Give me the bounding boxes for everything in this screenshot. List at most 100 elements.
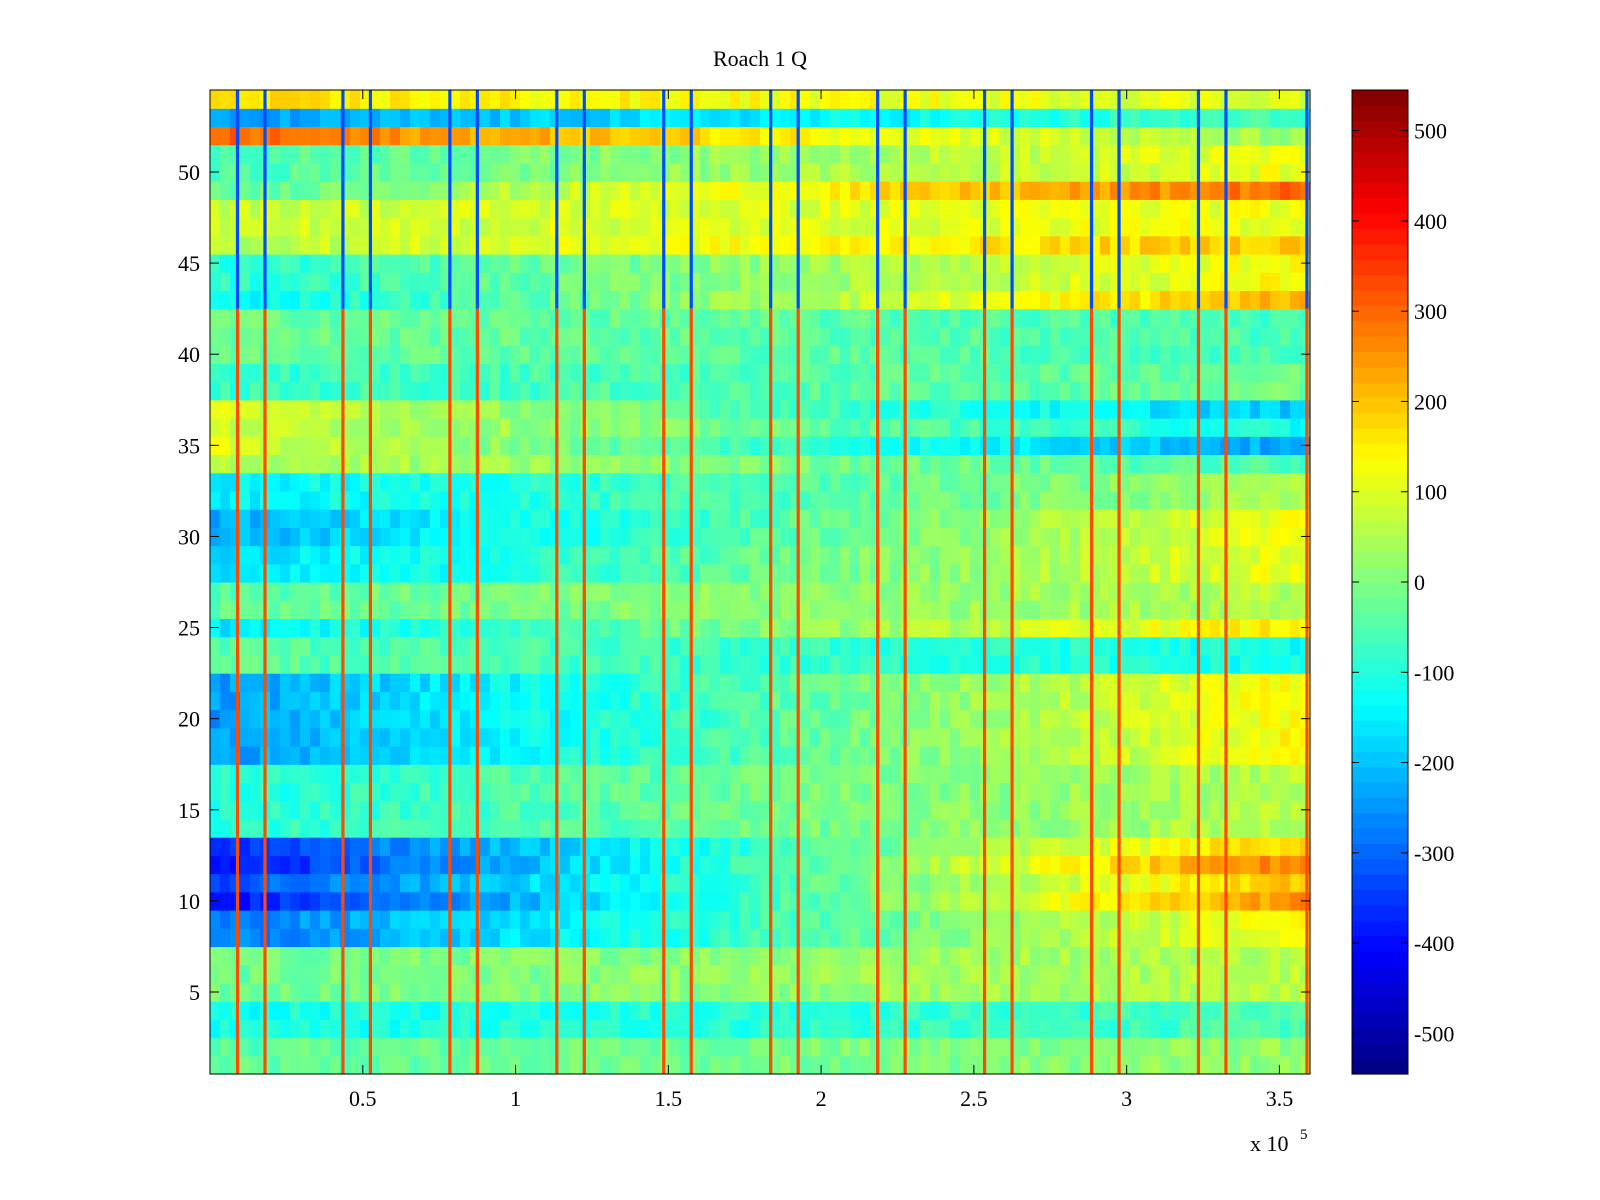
heatmap-cell xyxy=(640,436,651,456)
heatmap-cell xyxy=(630,691,641,711)
heatmap-cell xyxy=(810,982,821,1002)
heatmap-cell xyxy=(1090,982,1101,1002)
heatmap-cell xyxy=(1120,545,1131,565)
heatmap-cell xyxy=(680,545,691,565)
heatmap-cell xyxy=(1130,1019,1141,1039)
heatmap-cell xyxy=(1180,764,1191,784)
heatmap-cell xyxy=(250,308,261,328)
heatmap-cell xyxy=(840,946,851,966)
heatmap-cell xyxy=(950,873,961,893)
heatmap-cell xyxy=(340,1037,351,1057)
heatmap-cell xyxy=(1050,436,1061,456)
heatmap-cell xyxy=(750,600,761,620)
heatmap-cell xyxy=(880,381,891,401)
heatmap-cell xyxy=(480,1019,491,1039)
heatmap-cell xyxy=(370,764,381,784)
heatmap-cell xyxy=(770,490,781,510)
heatmap-cell xyxy=(1240,1019,1251,1039)
heatmap-cell xyxy=(1060,800,1071,820)
heatmap-cell xyxy=(430,418,441,437)
heatmap-cell xyxy=(1100,272,1111,292)
heatmap-cell xyxy=(960,1001,971,1020)
heatmap-cell xyxy=(730,910,741,929)
heatmap-cell xyxy=(1290,563,1301,583)
heatmap-cell xyxy=(1180,654,1191,674)
heatmap-cell xyxy=(840,709,851,729)
heatmap-cell xyxy=(650,527,661,547)
heatmap-cell xyxy=(340,1055,351,1075)
heatmap-cell xyxy=(510,290,521,310)
heatmap-cell xyxy=(760,436,771,456)
heatmap-cell xyxy=(1210,964,1221,984)
heatmap-cell xyxy=(1010,709,1021,729)
heatmap-cell xyxy=(920,800,931,820)
heatmap-cell xyxy=(490,563,501,583)
heatmap-cell xyxy=(290,1037,301,1057)
heatmap-cell xyxy=(730,636,741,656)
heatmap-cell xyxy=(410,800,421,820)
heatmap-cell xyxy=(480,618,491,638)
heatmap-cell xyxy=(480,582,491,601)
heatmap-cell xyxy=(1260,490,1271,510)
heatmap-cell xyxy=(230,600,241,620)
heatmap-cell xyxy=(320,272,331,292)
heatmap-cell xyxy=(1190,691,1201,711)
heatmap-cell xyxy=(770,709,781,729)
heatmap-cell xyxy=(620,563,631,583)
heatmap-cell xyxy=(420,1055,431,1075)
heatmap-cell xyxy=(400,326,411,346)
heatmap-cell xyxy=(450,691,461,711)
heatmap-cell xyxy=(790,1019,801,1039)
heatmap-cell xyxy=(380,837,391,856)
heatmap-cell xyxy=(790,254,801,273)
heatmap-cell xyxy=(1130,654,1141,674)
heatmap-cell xyxy=(220,454,231,474)
heatmap-cell xyxy=(710,928,721,948)
heatmap-cell xyxy=(1040,563,1051,583)
heatmap-cell xyxy=(970,490,981,510)
heatmap-cell xyxy=(760,618,771,638)
heatmap-cell xyxy=(990,418,1001,437)
heatmap-cell xyxy=(680,982,691,1002)
heatmap-cell xyxy=(620,837,631,856)
heatmap-cell xyxy=(1070,691,1081,711)
heatmap-cell xyxy=(1210,855,1221,875)
heatmap-cell xyxy=(390,837,401,856)
heatmap-cell xyxy=(320,454,331,474)
heatmap-cell xyxy=(520,308,531,328)
heatmap-cell xyxy=(1210,818,1221,838)
heatmap-cell xyxy=(400,837,411,856)
heatmap-cell xyxy=(890,800,901,820)
heatmap-cell xyxy=(320,363,331,383)
heatmap-cell xyxy=(1030,618,1041,638)
heatmap-cell xyxy=(250,381,261,401)
heatmap-cell xyxy=(820,910,831,929)
heatmap-cell xyxy=(400,363,411,383)
heatmap-cell xyxy=(540,436,551,456)
heatmap-cell xyxy=(1050,381,1061,401)
heatmap-cell xyxy=(760,472,771,492)
heatmap-cell xyxy=(1240,982,1251,1002)
heatmap-cell xyxy=(1240,381,1251,401)
heatmap-cell xyxy=(820,691,831,711)
heatmap-cell xyxy=(250,454,261,474)
heatmap-cell xyxy=(290,636,301,656)
heatmap-cell xyxy=(1260,1037,1271,1057)
heatmap-cell xyxy=(400,800,411,820)
heatmap-cell xyxy=(680,509,691,528)
heatmap-cell xyxy=(310,818,321,838)
heatmap-cell xyxy=(730,928,741,948)
heatmap-cell xyxy=(740,618,751,638)
heatmap-cell xyxy=(1280,490,1291,510)
heatmap-cell xyxy=(1290,436,1301,456)
heatmap-cell xyxy=(670,782,681,802)
heatmap-cell xyxy=(1010,855,1021,875)
heatmap-cell xyxy=(490,964,501,984)
heatmap-cell xyxy=(740,527,751,547)
heatmap-cell xyxy=(520,709,531,729)
heatmap-cell xyxy=(810,873,821,893)
heatmap-cell xyxy=(230,363,241,383)
heatmap-cell xyxy=(420,454,431,474)
heatmap-cell xyxy=(300,837,311,856)
heatmap-cell xyxy=(1290,326,1301,346)
